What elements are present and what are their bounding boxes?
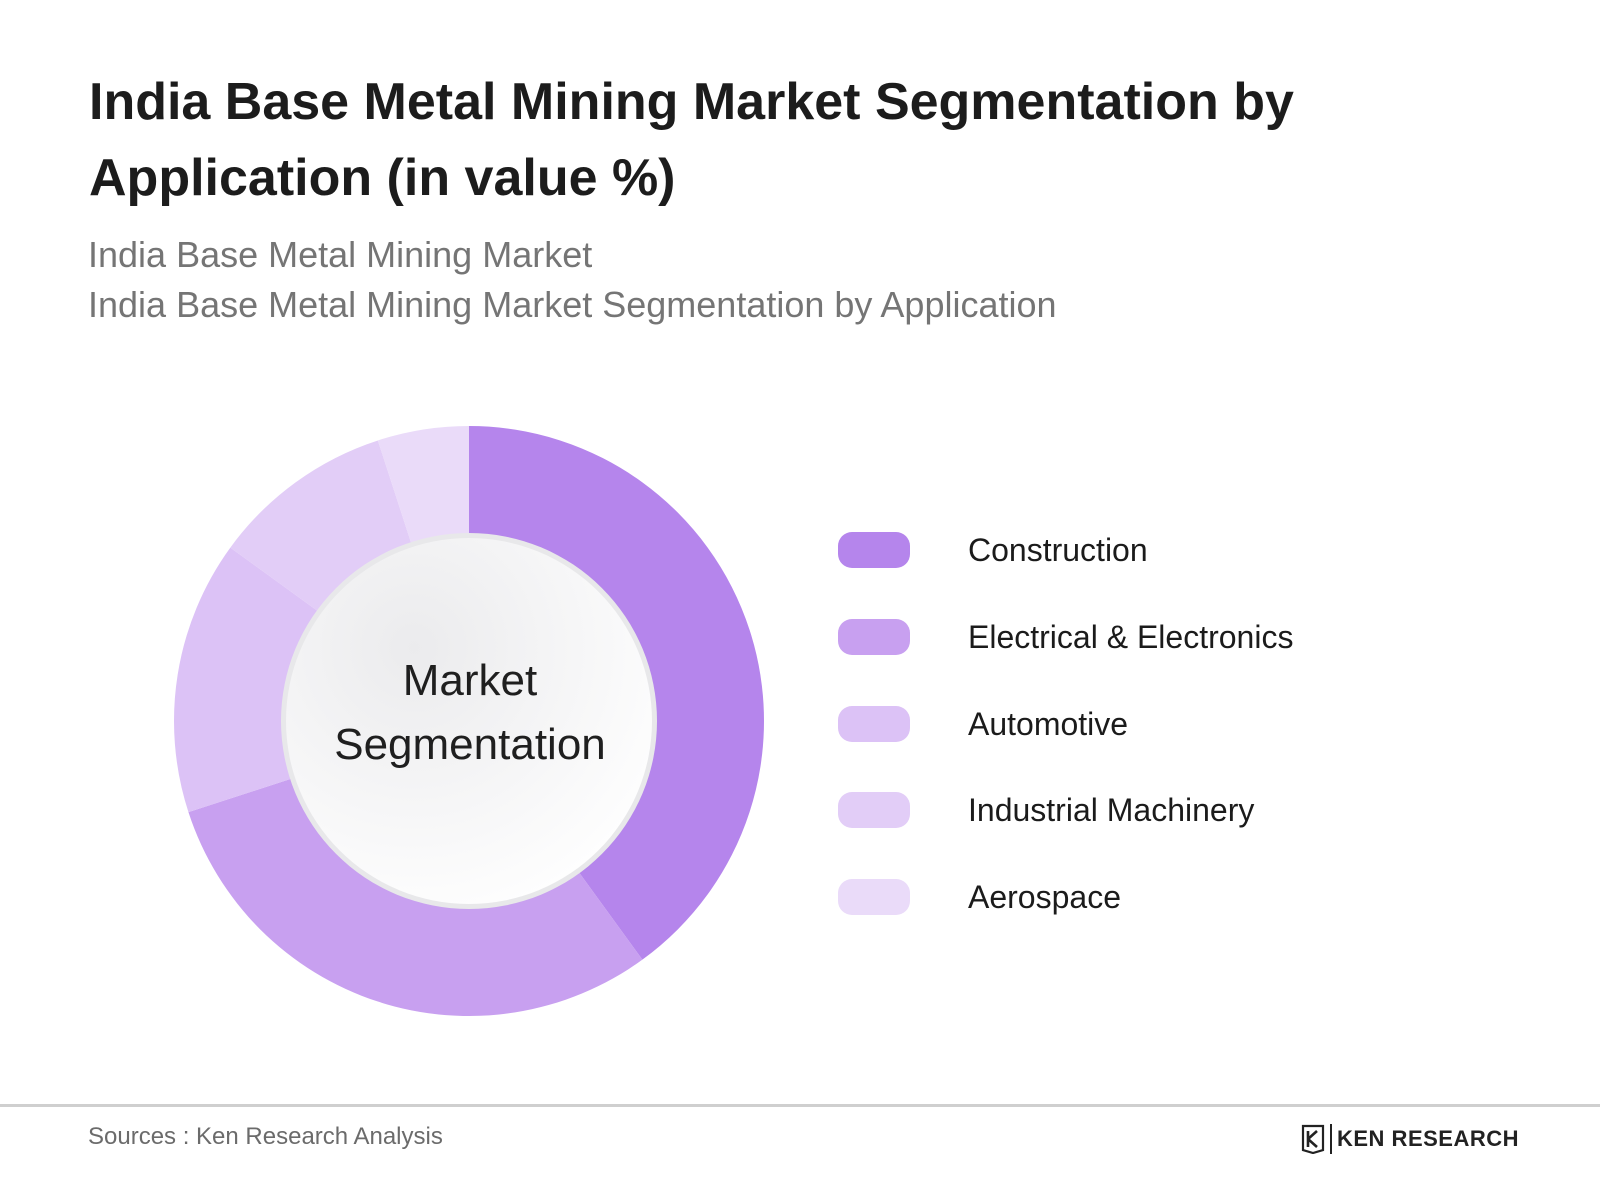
chart-subtitle-market: India Base Metal Mining Market (88, 234, 593, 275)
center-label-line2: Segmentation (334, 720, 606, 769)
legend-swatch-aerospace (838, 879, 910, 915)
donut-slice-construction (469, 426, 765, 960)
donut-slice-aerospace (377, 426, 469, 547)
legend-label-electrical-electronics: Electrical & Electronics (968, 619, 1294, 655)
legend-item-construction: Construction (838, 530, 1398, 570)
legend-item-industrial-machinery: Industrial Machinery (838, 790, 1398, 830)
ken-research-logo-text: KEN RESEARCH (1330, 1124, 1519, 1154)
legend-item-automotive: Automotive (838, 704, 1398, 744)
legend-swatch-automotive (838, 706, 910, 742)
donut-center-disc (286, 538, 652, 904)
ken-research-logo-icon (1301, 1124, 1325, 1154)
donut-slice-industrial-machinery (230, 440, 413, 614)
legend-swatch-industrial-machinery (838, 792, 910, 828)
donut-center-label: Market Segmentation (285, 528, 655, 898)
chart-title: India Base Metal Mining Market Segmentat… (89, 73, 1294, 207)
legend-item-electrical-electronics: Electrical & Electronics (838, 617, 1398, 657)
chart-subtitle-segmentation: India Base Metal Mining Market Segmentat… (88, 284, 1057, 325)
legend-label-aerospace: Aerospace (968, 879, 1121, 915)
legend-swatch-construction (838, 532, 910, 568)
legend-swatch-electrical-electronics (838, 619, 910, 655)
legend-item-aerospace: Aerospace (838, 877, 1398, 917)
ken-research-logo: KEN RESEARCH (1300, 1122, 1519, 1156)
legend-label-industrial-machinery: Industrial Machinery (968, 792, 1255, 828)
center-label-line1: Market (402, 656, 538, 705)
legend-label-construction: Construction (968, 532, 1148, 568)
source-note: Sources : Ken Research Analysis (88, 1123, 443, 1150)
footer-divider (0, 1104, 1600, 1107)
legend-label-automotive: Automotive (968, 706, 1129, 742)
